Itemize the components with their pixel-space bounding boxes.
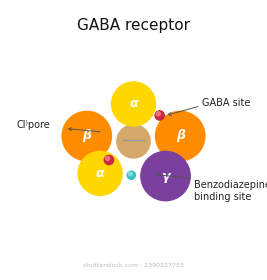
- Circle shape: [128, 172, 132, 176]
- Circle shape: [61, 111, 112, 161]
- Circle shape: [77, 151, 123, 196]
- Text: GABA receptor: GABA receptor: [77, 18, 190, 33]
- Circle shape: [104, 155, 114, 165]
- Circle shape: [155, 111, 206, 161]
- Circle shape: [140, 151, 191, 201]
- Text: α: α: [129, 97, 138, 110]
- Text: Benzodiazepine
binding site: Benzodiazepine binding site: [194, 180, 267, 202]
- Circle shape: [127, 171, 136, 180]
- Text: β: β: [176, 129, 185, 143]
- Text: GABA site: GABA site: [202, 98, 250, 108]
- Circle shape: [156, 112, 160, 116]
- Text: Cl⁾pore: Cl⁾pore: [16, 120, 50, 130]
- Circle shape: [154, 110, 165, 121]
- Text: α: α: [96, 167, 104, 180]
- Circle shape: [111, 81, 156, 127]
- Circle shape: [105, 157, 110, 160]
- Text: γ: γ: [161, 170, 170, 183]
- Text: β: β: [82, 129, 91, 143]
- Text: shutterstock.com · 2390227753: shutterstock.com · 2390227753: [83, 263, 184, 268]
- Circle shape: [116, 124, 151, 159]
